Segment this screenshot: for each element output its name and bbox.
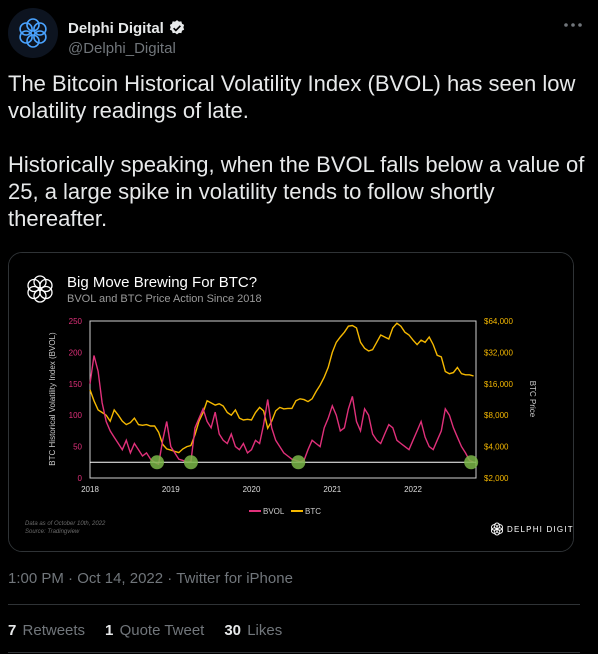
left-axis-label: BTC Historical Volatility Index (BVOL) [48,332,57,466]
chart-title: Big Move Brewing For BTC? [67,274,257,291]
divider [8,652,580,653]
chart-footnote-source: Source: Tradingview [25,529,80,535]
x-tick-label: 2018 [81,485,99,494]
x-tick-label: 2022 [404,485,422,494]
right-tick-label: $32,000 [484,348,513,357]
tweet-media-chart[interactable]: Big Move Brewing For BTC? BVOL and BTC P… [8,252,574,552]
right-tick-label: $2,000 [484,474,509,483]
meta-separator-1: · [68,570,78,587]
chart-logo-icon [27,275,53,303]
likes-stat[interactable]: 30 Likes [224,622,282,639]
author-name-text[interactable]: Delphi Digital [68,19,164,37]
left-axis-ticks: 0 50 100 150 200 250 [69,317,83,483]
low-vol-markers [150,455,479,470]
right-tick-label: $4,000 [484,443,509,452]
chart-footnote-date: Data as of October 10th, 2022 [25,521,106,527]
left-tick-label: 50 [73,443,82,452]
tweet-header: Delphi Digital @Delphi_Digital [8,8,590,58]
chart-svg: Big Move Brewing For BTC? BVOL and BTC P… [9,253,574,551]
retweets-count: 7 [8,622,17,639]
chart-subtitle: BVOL and BTC Price Action Since 2018 [67,293,262,305]
retweets-stat[interactable]: 7 Retweets [8,622,85,639]
right-tick-label: $8,000 [484,411,509,420]
low-vol-marker [464,455,479,470]
x-axis-ticks: 2018 2019 2020 2021 2022 [81,485,422,494]
low-vol-marker [150,455,165,470]
author-handle[interactable]: @Delphi_Digital [68,40,176,57]
tweet-text: The Bitcoin Historical Volatility Index … [8,71,585,231]
retweets-label: Retweets [22,622,86,639]
tweet-meta: 1:00 PM · Oct 14, 2022 · Twitter for iPh… [8,570,293,587]
tweet-stats: 7 Retweets 1 Quote Tweet 30 Likes [8,622,282,639]
likes-label: Likes [247,622,283,639]
tweet-time[interactable]: 1:00 PM [8,570,64,587]
low-vol-marker [183,455,198,470]
right-axis-label: BTC Price [528,381,537,418]
delphi-logo-icon [19,18,47,48]
plot-area [89,320,477,479]
right-axis-ticks: $2,000 $4,000 $8,000 $16,000 $32,000 $64,000 [484,317,513,483]
right-tick-label: $16,000 [484,380,513,389]
left-tick-label: 250 [69,317,83,326]
x-tick-label: 2020 [243,485,261,494]
legend-label-btc: BTC [305,507,321,516]
left-tick-label: 0 [78,474,83,483]
more-options-icon[interactable] [562,14,584,36]
tweet-source[interactable]: Twitter for iPhone [176,570,293,587]
quote-tweets-stat[interactable]: 1 Quote Tweet [105,622,204,639]
left-tick-label: 100 [69,411,83,420]
verified-badge-icon [169,20,184,35]
left-tick-label: 200 [69,348,83,357]
author-name[interactable]: Delphi Digital [68,19,186,37]
chart-legend: BVOL BTC [249,507,321,516]
x-tick-label: 2019 [162,485,180,494]
likes-count: 30 [224,622,242,639]
avatar[interactable] [8,8,58,58]
low-vol-marker [291,455,306,470]
series-line-btc [89,322,474,454]
legend-label-bvol: BVOL [263,507,285,516]
quotes-count: 1 [105,622,114,639]
divider [8,604,580,605]
chart-brand-text: DELPHI DIGITAL [507,525,574,534]
right-tick-label: $64,000 [484,317,513,326]
meta-separator-2: · [167,570,177,587]
brand-logo-icon [490,522,504,536]
tweet-date[interactable]: Oct 14, 2022 [77,570,164,587]
left-tick-label: 150 [69,380,83,389]
x-tick-label: 2021 [323,485,341,494]
quotes-label: Quote Tweet [119,622,205,639]
